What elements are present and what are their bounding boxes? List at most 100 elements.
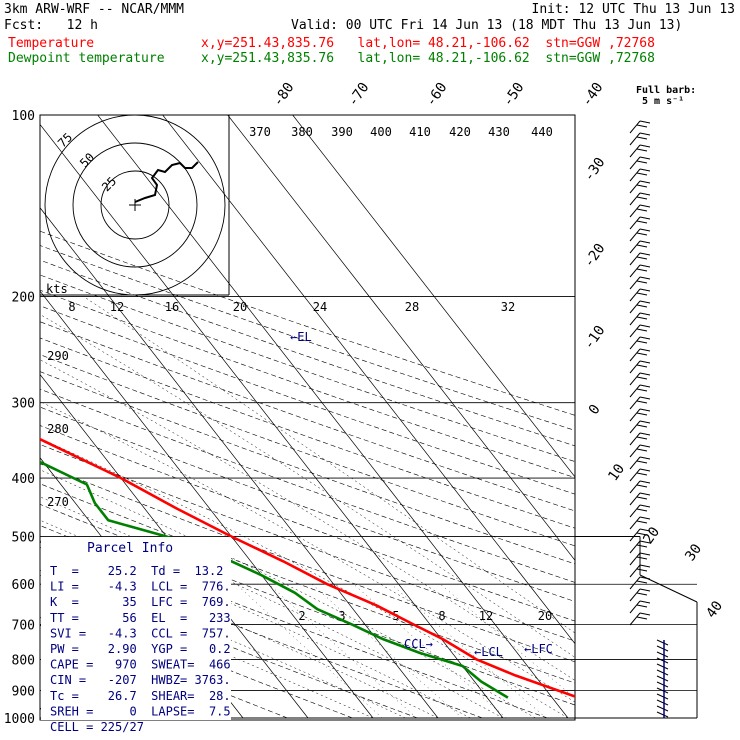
- hodograph-axis-label: 20: [233, 300, 247, 314]
- pressure-tick-label: 300: [12, 397, 35, 412]
- parcel-info-box: Parcel Info T = 25.2 Td = 13.2 LI = -4.3 L…: [41, 537, 231, 734]
- pressure-tick-label: 100: [12, 109, 35, 124]
- wind-barb-staff: [629, 612, 641, 626]
- wind-barb-flag: [639, 540, 651, 544]
- wind-barb-flag: [639, 372, 651, 376]
- wind-barb: [629, 312, 651, 326]
- wind-barb-staff: [629, 192, 641, 206]
- parcel-info-row: CELL = 225/27: [50, 720, 144, 734]
- wind-barb-staff: [629, 456, 641, 470]
- wind-barb-staff: [629, 540, 641, 554]
- parcel-info-row: PW = 2.90 YGP = 0.2: [50, 642, 231, 656]
- wind-barb: [629, 408, 651, 422]
- wind-barb-flag: [639, 456, 651, 460]
- wind-barb-flag: [639, 504, 651, 508]
- wind-barb: [629, 552, 651, 566]
- wind-barb-staff: [629, 576, 641, 590]
- wind-barb-staff: [629, 468, 641, 482]
- wind-barb-staff: [629, 252, 641, 266]
- wind-barb-flag: [639, 564, 651, 568]
- wind-barb-staff: [629, 564, 641, 578]
- wind-barb-flag: [639, 492, 651, 496]
- model-title: 3km ARW-WRF -- NCAR/MMM: [4, 2, 185, 17]
- pressure-tick-label: 500: [12, 530, 35, 545]
- wind-barb-staff: [629, 396, 641, 410]
- wind-barb: [629, 216, 651, 230]
- wind-barb-staff: [629, 300, 641, 314]
- pressure-tick-label: 800: [12, 654, 35, 669]
- isotherm-label: -60: [423, 80, 451, 110]
- theta-label: 280: [47, 422, 69, 436]
- wind-barb: [629, 252, 651, 266]
- isotherm-label: -10: [581, 323, 609, 353]
- parcel-info-row: K = 35 LFC = 769.: [50, 595, 231, 609]
- dry-adiabat: [40, 274, 575, 462]
- ccl-annotation: CCL→: [404, 637, 433, 651]
- wind-barb-flag: [636, 184, 648, 188]
- wind-barb-staff: [629, 492, 641, 506]
- isotherm-line: [227, 115, 575, 561]
- wind-barb: [629, 516, 651, 530]
- wind-barb: [629, 468, 651, 482]
- wind-barb-flag: [636, 604, 648, 608]
- wind-barb-low: [656, 681, 669, 688]
- wind-barb-staff: [629, 516, 641, 530]
- hodograph-axis-label: 16: [165, 300, 179, 314]
- wind-barb-flag: [636, 160, 648, 164]
- wind-barb-flag: [639, 432, 651, 436]
- hodograph-ring: [100, 170, 170, 240]
- dry-adiabat: [40, 305, 575, 495]
- wind-barb: [629, 228, 651, 242]
- wind-barb-flag: [639, 444, 651, 448]
- wind-barb-flag: [639, 324, 651, 328]
- hodograph-ring-label: 50: [77, 150, 97, 170]
- wind-barb-staff: [629, 132, 641, 146]
- theta-label: 270: [47, 495, 69, 509]
- theta-label: 290: [47, 349, 69, 363]
- wind-barb-staff: [629, 216, 641, 230]
- wind-barb-flag: [636, 556, 648, 560]
- wind-barb-staff: [629, 168, 641, 182]
- wind-barb-low: [656, 687, 669, 694]
- wind-barb: [629, 144, 651, 158]
- wind-barb: [629, 348, 651, 362]
- dry-adiabat: [40, 388, 575, 583]
- wind-barb: [629, 492, 651, 506]
- wind-barb: [629, 288, 651, 302]
- wind-barb-flag: [636, 424, 648, 428]
- wind-barb-flag: [636, 136, 648, 140]
- lfc-annotation: ←LFC: [524, 642, 553, 656]
- wind-barb-flag: [636, 580, 648, 584]
- wind-barb-flag: [639, 396, 651, 400]
- wind-barb: [629, 384, 651, 398]
- hodograph-ring: [44, 114, 226, 296]
- pressure-tick-label: 1000: [4, 712, 35, 727]
- parcel-info-row: LI = -4.3 LCL = 776.: [50, 580, 231, 594]
- wind-barb-flag: [636, 412, 648, 416]
- wind-barb: [629, 240, 651, 254]
- wind-barb-staff: [629, 420, 641, 434]
- wind-barb-flag: [636, 376, 648, 380]
- wind-barb: [629, 360, 651, 374]
- mixing-ratio-line: [268, 584, 417, 719]
- wind-barb-flag: [639, 132, 651, 136]
- parcel-info-row: TT = 56 EL = 233: [50, 611, 231, 625]
- wind-barb: [629, 528, 651, 542]
- wind-barb-staff: [629, 228, 641, 242]
- dry-adiabat: [40, 569, 418, 719]
- hodograph-axis-label: 24: [313, 300, 327, 314]
- dry-adiabat: [40, 371, 575, 565]
- wind-barb-staff: [629, 528, 641, 542]
- wind-barb-flag: [636, 220, 648, 224]
- wind-barb: [629, 132, 651, 146]
- wind-barb-staff: [629, 144, 641, 158]
- parcel-info-row: SREH = 0 LAPSE= 7.5: [50, 704, 231, 718]
- wind-barb-flag: [639, 516, 651, 520]
- wind-barb-flag: [636, 172, 648, 176]
- wind-barb-staff: [629, 372, 641, 386]
- wind-barb: [629, 180, 651, 194]
- wind-barb-flag: [636, 352, 648, 356]
- forecast-hour: Fcst: 12 h: [4, 18, 98, 33]
- wind-barb-flag: [639, 168, 651, 172]
